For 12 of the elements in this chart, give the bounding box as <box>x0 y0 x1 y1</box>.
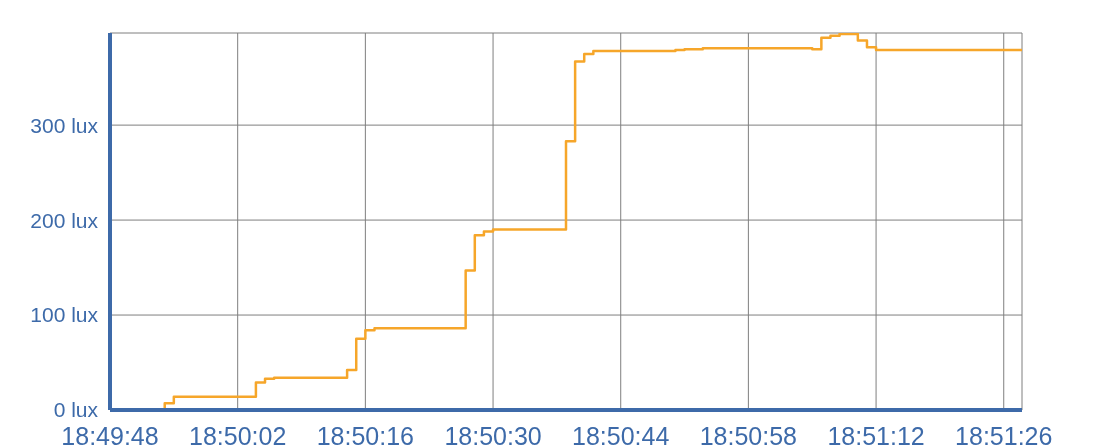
x-tick-label: 18:50:02 <box>189 421 287 445</box>
y-tick-label: 0 lux <box>53 398 99 422</box>
x-tick-label: 18:51:26 <box>955 421 1053 445</box>
x-tick-label: 18:50:16 <box>316 421 415 445</box>
x-tick-label: 18:50:30 <box>444 421 542 445</box>
x-tick-label: 18:50:58 <box>699 421 798 445</box>
x-tick-label: 18:51:12 <box>827 421 925 445</box>
x-tick-label: 18:50:44 <box>572 421 670 445</box>
y-tick-label: 100 lux <box>30 303 99 327</box>
y-tick-label: 200 lux <box>30 208 99 232</box>
x-tick-label: 18:49:48 <box>61 421 159 445</box>
y-tick-label: 300 lux <box>30 113 99 137</box>
